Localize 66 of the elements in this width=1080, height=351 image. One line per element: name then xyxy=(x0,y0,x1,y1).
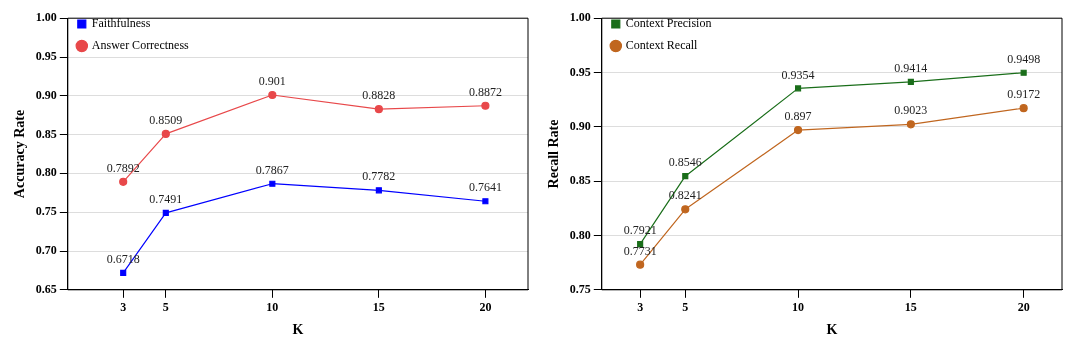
data-label: 0.7491 xyxy=(149,192,183,207)
point xyxy=(119,177,128,186)
x-tick-label: 20 xyxy=(1017,300,1030,315)
point xyxy=(268,90,277,100)
y-tick-label: 0.90 xyxy=(35,87,57,102)
y-tick-label: 1.00 xyxy=(35,10,57,25)
data-label: 0.7641 xyxy=(468,180,502,195)
data-label: 0.7867 xyxy=(255,162,289,177)
data-label: 0.8828 xyxy=(362,88,396,103)
point xyxy=(162,209,169,216)
data-label: 0.8872 xyxy=(468,84,502,99)
x-axis-title: K xyxy=(826,322,838,338)
legend-label: Context Precision xyxy=(625,16,712,31)
y-tick-label: 0.75 xyxy=(35,204,57,219)
point xyxy=(794,85,802,92)
x-tick-label: 15 xyxy=(372,300,385,315)
point xyxy=(482,198,489,205)
y-tick-label: 0.85 xyxy=(35,126,57,141)
point xyxy=(907,78,914,85)
point xyxy=(681,205,690,214)
data-label: 0.7782 xyxy=(362,169,396,184)
point xyxy=(682,173,689,180)
x-axis-title: K xyxy=(292,322,304,338)
legend-label: Answer Correctness xyxy=(91,38,190,53)
legend-label: Faithfulness xyxy=(91,16,151,31)
y-tick-label: 1.00 xyxy=(569,10,591,25)
x-tick-label: 10 xyxy=(792,300,805,315)
point xyxy=(481,101,490,110)
point xyxy=(906,120,915,129)
data-label: 0.901 xyxy=(258,74,286,89)
data-label: 0.9023 xyxy=(894,103,928,118)
y-tick-label: 0.95 xyxy=(569,64,591,79)
data-label: 0.8509 xyxy=(149,113,183,128)
point xyxy=(161,129,170,138)
y-tick-label: 0.85 xyxy=(569,173,591,188)
x-tick-label: 10 xyxy=(266,300,279,315)
x-tick-label: 20 xyxy=(479,300,492,315)
y-tick-label: 0.70 xyxy=(35,243,57,258)
data-label: 0.9354 xyxy=(781,67,815,82)
point xyxy=(120,269,127,276)
point xyxy=(793,126,803,135)
x-tick-label: 15 xyxy=(904,300,917,315)
data-label: 0.9172 xyxy=(1007,87,1041,102)
x-tick-label: 3 xyxy=(120,300,127,315)
point xyxy=(374,105,383,114)
point xyxy=(636,260,645,269)
y-tick-label: 0.90 xyxy=(569,118,591,133)
x-tick-label: 5 xyxy=(682,300,689,315)
y-tick-label: 0.65 xyxy=(35,281,57,296)
legend-label: Context Recall xyxy=(625,38,699,53)
x-tick-label: 5 xyxy=(162,300,169,315)
y-tick-label: 0.95 xyxy=(35,49,57,64)
point xyxy=(375,187,382,194)
y-axis-title: Accuracy Rate xyxy=(12,109,28,199)
data-label: 0.9498 xyxy=(1007,51,1041,66)
point xyxy=(1020,69,1027,76)
point xyxy=(1019,104,1028,113)
data-label: 0.9414 xyxy=(894,61,928,76)
x-tick-label: 3 xyxy=(637,300,644,315)
data-label: 0.8546 xyxy=(668,155,702,170)
data-label: 0.897 xyxy=(784,109,812,124)
y-tick-label: 0.80 xyxy=(569,227,591,242)
y-axis-title: Recall Rate xyxy=(546,119,562,189)
y-tick-label: 0.75 xyxy=(569,281,591,296)
y-tick-label: 0.80 xyxy=(35,165,57,180)
point xyxy=(269,180,276,187)
